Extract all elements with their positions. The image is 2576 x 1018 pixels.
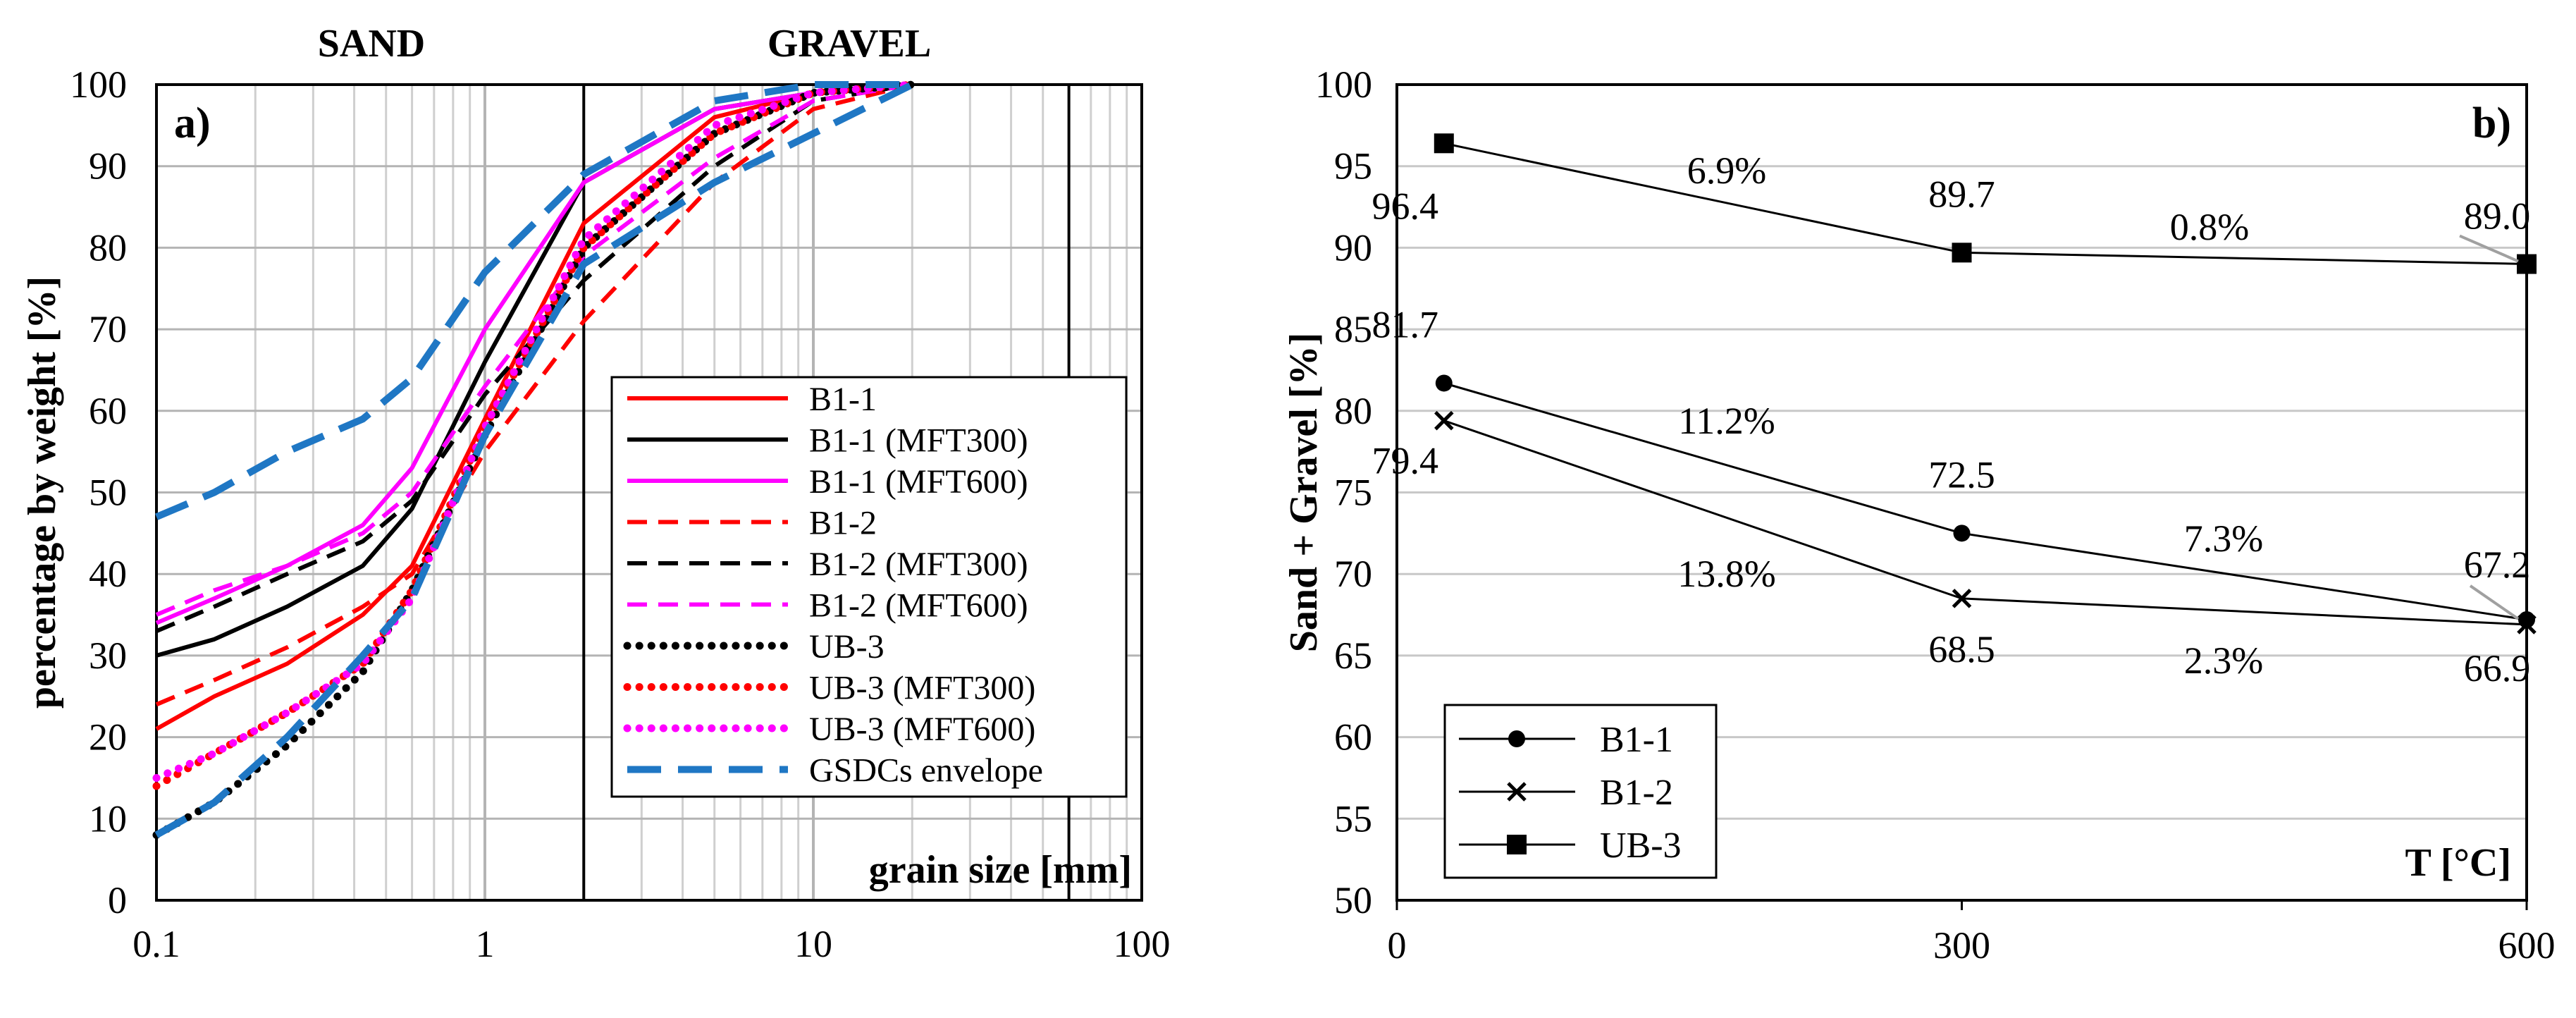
y-tick-label: 55 [1334, 797, 1372, 840]
data-label: 67.2 [2464, 544, 2531, 586]
y-tick-label: 60 [1334, 716, 1372, 759]
y-tick-label: 30 [89, 634, 127, 677]
x-axis-label: grain size [mm] [869, 848, 1132, 892]
y-tick-label: 65 [1334, 634, 1372, 677]
marker-square [1507, 835, 1527, 854]
percent-change-label: 7.3% [2184, 517, 2263, 560]
series-line [1443, 382, 2527, 621]
series-line [154, 81, 914, 838]
data-label: 96.4 [1372, 185, 1439, 227]
marker-cross [1507, 782, 1527, 802]
marker-circle [1953, 525, 1971, 542]
y-axis-label: Sand + Gravel [%] [1282, 333, 1326, 652]
y-tick-label: 100 [1315, 63, 1372, 106]
y-tick-label: 80 [1334, 390, 1372, 432]
data-label: 79.4 [1372, 440, 1439, 482]
marker-circle [1508, 730, 1525, 747]
legend-entry: UB-3 (MFT600) [809, 711, 1035, 748]
y-tick-label: 85 [1334, 308, 1372, 350]
y-tick-label: 0 [108, 879, 127, 921]
plot-frame [155, 83, 1143, 902]
legend-entry: B1-2 (MFT300) [809, 546, 1028, 583]
marker-cross [1434, 410, 1454, 431]
y-tick-label: 20 [89, 716, 127, 759]
leader-line [2459, 234, 2519, 263]
y-tick-label: 50 [89, 472, 127, 514]
marker-cross [2517, 615, 2537, 634]
y-tick-label: 70 [1334, 553, 1372, 595]
data-label: 72.5 [1928, 453, 1995, 496]
marker-square [2517, 254, 2537, 274]
marker-cross [1952, 589, 1972, 608]
y-tick-label: 40 [89, 553, 127, 595]
legend-entry: B1-2 (MFT600) [809, 587, 1028, 625]
legend-entry: UB-3 [1600, 826, 1682, 866]
y-tick-label: 60 [89, 390, 127, 432]
marker-circle [1435, 374, 1453, 392]
x-tick-label: 100 [1114, 923, 1171, 965]
legend-entry: B1-2 [809, 505, 877, 542]
legend-entry: B1-2 [1600, 773, 1673, 813]
series-line [155, 82, 913, 617]
legend-entry: B1-1 (MFT300) [809, 422, 1028, 460]
series-line [155, 82, 913, 633]
percent-change-label: 0.8% [2170, 206, 2249, 248]
y-tick-label: 95 [1334, 145, 1372, 188]
legend-entry: UB-3 (MFT300) [809, 670, 1035, 707]
panel-b: 81.7 72.5 67.2 79.4 68.5 66.9 96.4 89.7 89.0 6.9%… [1282, 63, 2556, 967]
region-label-gravel: GRAVEL [768, 22, 931, 66]
data-label: 68.5 [1928, 628, 1995, 670]
x-tick-label: 10 [794, 923, 832, 965]
data-label: 89.7 [1928, 173, 1995, 215]
y-tick-label: 100 [70, 63, 127, 106]
region-label-sand: SAND [318, 22, 425, 66]
series-line [152, 80, 916, 782]
leader-line [2469, 584, 2520, 620]
x-axis-label: T [°C] [2405, 841, 2511, 885]
panel-label: a) [174, 99, 211, 147]
percent-change-label: 6.9% [1687, 149, 1766, 192]
marker-square [1952, 243, 1972, 263]
y-tick-label: 80 [89, 226, 127, 269]
percent-change-label: 13.8% [1677, 553, 1775, 595]
y-axis-label: percentage by weight [%] [20, 276, 64, 709]
percent-change-label: 2.3% [2184, 639, 2263, 682]
data-label: 81.7 [1372, 303, 1439, 345]
series-line [155, 81, 913, 520]
percent-change-label: 11.2% [1678, 400, 1775, 442]
x-tick-label: 300 [1933, 924, 1990, 967]
x-tick-label: 1 [476, 923, 495, 965]
x-tick-label: 0 [1388, 924, 1407, 967]
legend-entry: UB-3 [809, 628, 885, 666]
y-tick-label: 70 [89, 308, 127, 350]
legend-entry: B1-1 [809, 381, 877, 418]
series-line [155, 82, 913, 625]
y-tick-label: 50 [1334, 879, 1372, 921]
marker-square [1434, 133, 1454, 154]
panel-label: b) [2472, 99, 2511, 147]
x-tick-label: 0.1 [133, 923, 180, 965]
y-tick-label: 10 [89, 797, 127, 840]
y-tick-label: 90 [1334, 226, 1372, 269]
y-tick-label: 75 [1334, 472, 1372, 514]
data-label: 89.0 [2464, 195, 2531, 238]
legend-entry: B1-1 [1600, 720, 1673, 760]
panel-a: 0 10 20 30 40 50 60 70 80 90 100 0.1 1 10 100 SAND GRAVE… [20, 22, 1171, 965]
legend-entry: GSDCs envelope [809, 752, 1043, 790]
data-label: 66.9 [2464, 647, 2531, 689]
x-tick-label: 600 [2498, 924, 2556, 967]
legend-entry: B1-1 (MFT600) [809, 463, 1028, 501]
series-line [155, 82, 913, 731]
y-tick-label: 90 [89, 145, 127, 188]
